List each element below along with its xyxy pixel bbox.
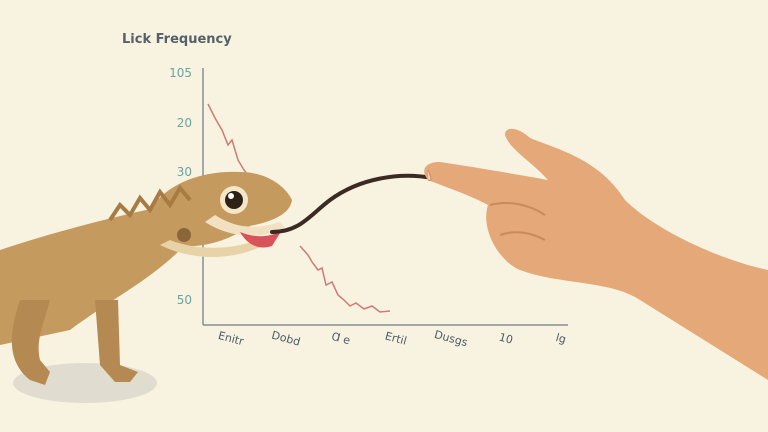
y-label: 30	[177, 165, 192, 179]
y-label: 20	[177, 116, 192, 130]
hand	[424, 128, 768, 380]
lizard	[0, 171, 292, 385]
y-label: 105	[169, 66, 192, 80]
x-label: lg	[554, 331, 567, 346]
y-label: 50	[177, 293, 192, 307]
x-label: 10	[497, 331, 514, 347]
y-labels: 105 20 30 50	[169, 66, 192, 307]
tongue	[270, 173, 434, 234]
x-label: Ertil	[384, 330, 409, 348]
chart-title: Lick Frequency	[122, 32, 232, 47]
trend-line	[299, 245, 391, 313]
x-label: Ɑ e	[330, 330, 352, 347]
